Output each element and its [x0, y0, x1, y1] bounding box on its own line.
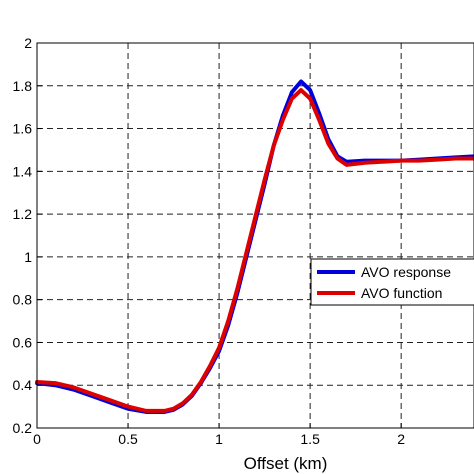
series-line-avo-function	[35, 88, 474, 413]
legend-box	[310, 258, 474, 306]
x-axis-label: Offset (km)	[244, 454, 328, 473]
grid	[37, 43, 474, 428]
y-tick-label: 0.4	[13, 377, 33, 393]
series-layer	[35, 79, 474, 414]
y-tick-label: 1.4	[13, 163, 33, 179]
y-tick-label: 0.8	[13, 292, 33, 308]
y-tick-label: 0.6	[13, 334, 33, 350]
y-tick-label: 1.6	[13, 121, 33, 137]
y-tick-label: 1	[24, 249, 32, 265]
tick-labels: 00.511.522.50.20.40.60.811.21.41.61.82	[13, 35, 406, 447]
plot-frame	[36, 42, 474, 429]
x-tick-label: 1	[215, 431, 223, 447]
legend-label: AVO function	[361, 285, 442, 301]
x-tick-label: 0.5	[118, 431, 138, 447]
x-tick-label: 2	[397, 431, 405, 447]
x-tick-label: 1.5	[300, 431, 320, 447]
legend: AVO response AVO function	[310, 258, 474, 306]
y-tick-label: 1.8	[13, 78, 33, 94]
y-tick-label: 0.2	[13, 420, 33, 436]
y-tick-label: 2	[24, 35, 32, 51]
ticks	[36, 42, 402, 429]
x-tick-label: 0	[33, 431, 41, 447]
y-tick-label: 1.2	[13, 206, 33, 222]
legend-label: AVO response	[361, 264, 451, 280]
series-line-avo-response	[35, 79, 474, 414]
